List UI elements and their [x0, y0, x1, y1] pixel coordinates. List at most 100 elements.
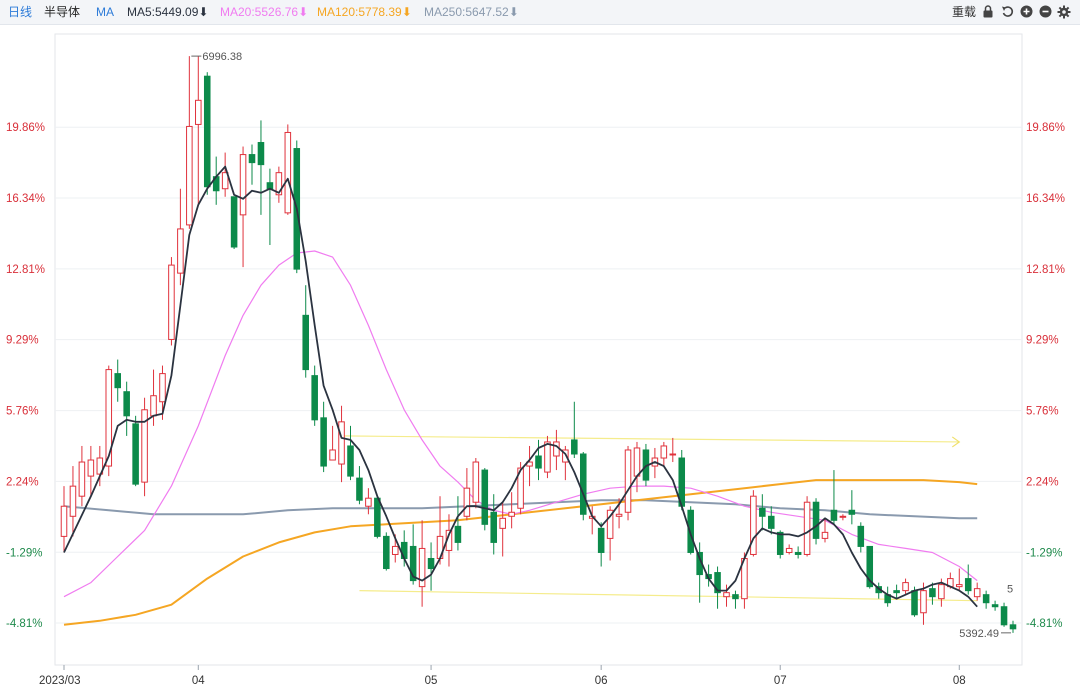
candle-body	[356, 477, 363, 501]
candle-body	[723, 592, 730, 598]
candle-body	[69, 485, 77, 517]
candle-body	[821, 531, 829, 539]
candle-body	[902, 582, 909, 592]
candle-body	[427, 557, 435, 570]
candlestick-chart[interactable]: 19.86% 19.86% 16.34% 16.34% 12.81% 12.81% 9.29…	[0, 24, 1080, 689]
last-label: 5	[1007, 584, 1013, 596]
undo-icon[interactable]	[1000, 5, 1014, 19]
candle-body	[911, 590, 918, 616]
reload-button[interactable]: 重载	[952, 5, 977, 19]
x-tick-label: 05	[425, 675, 438, 687]
trendline	[359, 590, 978, 602]
y-tick-label-left: 19.86%	[6, 122, 45, 134]
zoom-out-icon[interactable]	[1038, 5, 1052, 19]
candle-body	[186, 125, 193, 226]
candle-body	[275, 172, 283, 196]
candle-body	[669, 453, 677, 456]
candle-body	[150, 395, 157, 417]
candle-body	[750, 495, 757, 555]
candle-body	[329, 449, 336, 461]
y-tick-label-left: 5.76%	[6, 406, 39, 418]
chart-toolbar: 日线 半导体 MA MA5:5449.09⬇ MA20:5526.76⬇ MA1…	[0, 0, 1080, 25]
candle-body	[562, 449, 569, 463]
ma5-legend[interactable]: MA5:5449.09⬇	[127, 5, 209, 19]
candle-body	[571, 439, 578, 455]
y-tick-label-left: 2.24%	[6, 476, 39, 488]
candle-body	[812, 501, 820, 539]
candle-body	[481, 469, 489, 525]
candle-body	[964, 578, 972, 592]
x-tick-label: 07	[774, 675, 787, 687]
candle-body	[938, 584, 945, 600]
index-name: 半导体	[44, 5, 81, 19]
candle-body	[141, 409, 148, 483]
candle-body	[454, 525, 462, 543]
candle-body	[785, 547, 793, 553]
candle-body	[168, 264, 175, 340]
candle-body	[490, 511, 498, 543]
candle-body	[365, 497, 372, 507]
candle-body	[857, 525, 865, 547]
candle-body	[383, 535, 390, 570]
period-selector[interactable]: 日线	[8, 5, 33, 19]
candle-body	[499, 517, 506, 529]
y-tick-label-right: 9.29%	[1026, 335, 1059, 347]
trendline	[341, 435, 960, 443]
ma-selector[interactable]: MA	[96, 5, 114, 19]
candle-body	[302, 314, 310, 371]
ma20-legend[interactable]: MA20:5526.76⬇	[220, 5, 309, 19]
trendline-arrow	[951, 436, 961, 448]
candle-body	[123, 391, 130, 417]
y-tick-label-right: 5.76%	[1026, 406, 1059, 418]
y-tick-label-right: -4.81%	[1026, 618, 1062, 630]
candle-body	[338, 421, 345, 465]
y-tick-label-left: -1.29%	[6, 547, 42, 559]
settings-icon[interactable]	[1057, 5, 1071, 19]
candle-body	[839, 515, 847, 518]
plot-area	[54, 33, 1023, 666]
candle-body	[606, 509, 614, 539]
candle-body	[830, 509, 838, 521]
x-tick-label: 2023/03	[39, 675, 81, 687]
candle-body	[374, 497, 381, 537]
candle-body	[284, 131, 292, 214]
candle-body	[982, 594, 990, 604]
candle-body	[597, 527, 605, 553]
candle-body	[195, 99, 202, 125]
candle-body	[553, 441, 560, 457]
candle-body	[311, 375, 318, 421]
y-tick-label-right: -1.29%	[1026, 547, 1062, 559]
candle-body	[78, 461, 86, 497]
candle-body	[714, 572, 721, 594]
candle-body	[893, 590, 900, 594]
candle-body	[956, 584, 963, 588]
candle-body	[794, 551, 802, 555]
candle-body	[177, 228, 184, 274]
y-tick-label-left: 9.29%	[6, 335, 39, 347]
y-tick-label-left: 12.81%	[6, 264, 45, 276]
candle-body	[248, 154, 256, 164]
candle-body	[159, 373, 166, 403]
lock-icon[interactable]	[981, 5, 995, 19]
candle-body	[732, 594, 739, 600]
candle-body	[544, 441, 551, 473]
ma120-line	[63, 479, 978, 626]
y-tick-label-right: 2.24%	[1026, 476, 1059, 488]
candle-body	[848, 509, 856, 515]
zoom-in-icon[interactable]	[1019, 5, 1033, 19]
candle-body	[105, 369, 113, 467]
y-tick-label-right: 19.86%	[1026, 122, 1065, 134]
candle-body	[973, 588, 981, 598]
candle-body	[929, 588, 936, 598]
candle-body	[203, 75, 211, 188]
ma250-line	[63, 499, 978, 520]
ma250-legend[interactable]: MA250:5647.52⬇	[424, 5, 519, 19]
x-tick-label: 08	[953, 675, 966, 687]
x-tick-label: 04	[192, 675, 205, 687]
candle-body	[579, 453, 587, 515]
low-label: 5392.49	[959, 628, 999, 640]
ma120-legend[interactable]: MA120:5778.39⬇	[317, 5, 412, 19]
candle-body	[767, 515, 775, 529]
candle-body	[615, 513, 623, 517]
candle-body	[535, 455, 542, 469]
